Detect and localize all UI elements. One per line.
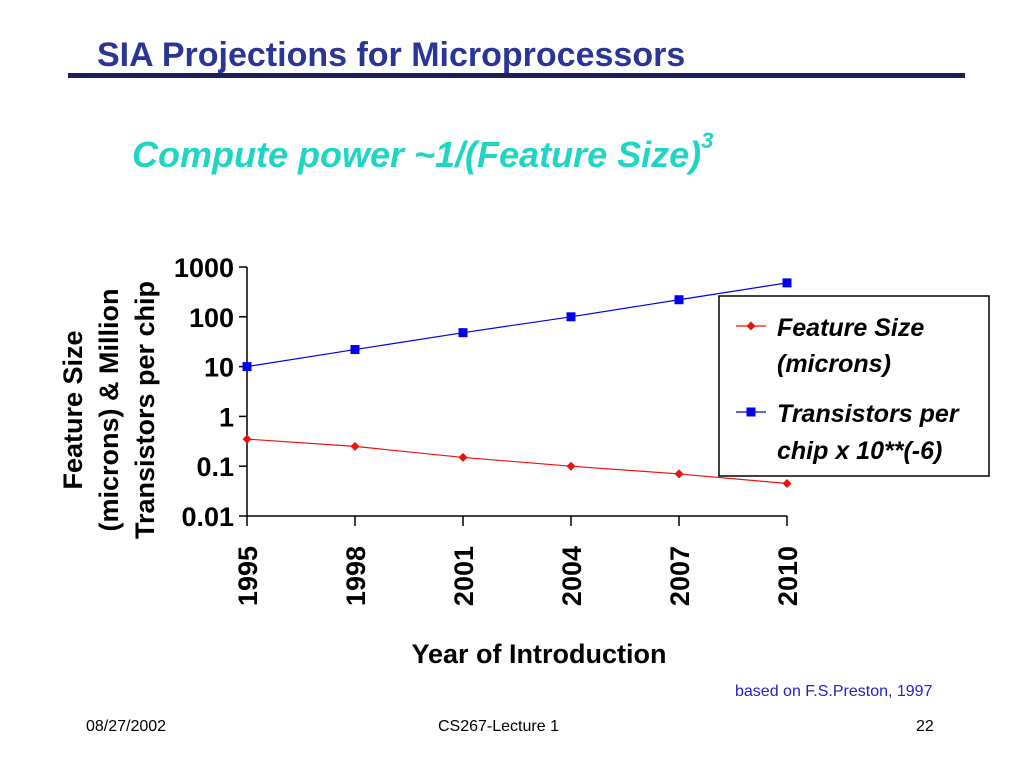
y-axis-label-line: Transistors per chip — [130, 281, 160, 539]
feature-size-point — [242, 434, 252, 444]
y-tick-label: 100 — [189, 303, 234, 333]
y-tick-label: 1000 — [174, 253, 234, 283]
slide-title: SIA Projections for Microprocessors — [97, 36, 686, 74]
y-axis-label-line: Feature Size — [58, 330, 88, 489]
x-tick-label: 2007 — [665, 546, 695, 606]
transistors-point — [350, 345, 360, 355]
feature-size-point — [350, 441, 360, 451]
y-tick-label: 0.01 — [181, 502, 234, 532]
footer-course: CS267-Lecture 1 — [438, 718, 559, 735]
footer-page-number: 22 — [916, 718, 934, 735]
x-tick-label: 2010 — [773, 546, 803, 606]
x-tick-label: 1995 — [233, 546, 263, 606]
feature-size-point — [566, 461, 576, 471]
source-credit: based on F.S.Preston, 1997 — [735, 683, 933, 700]
x-tick-label: 2001 — [449, 546, 479, 606]
legend-label-transistors: Transistors per — [777, 400, 960, 428]
feature-size-point — [782, 478, 792, 488]
x-tick-label: 2004 — [557, 546, 587, 606]
y-axis-label-line: (microns) & Million — [94, 289, 124, 532]
title-underline — [68, 73, 965, 78]
legend-marker-feature-size — [746, 321, 756, 331]
footer-date: 08/27/2002 — [86, 718, 167, 735]
legend-box — [718, 295, 990, 477]
legend-marker-transistors — [746, 407, 756, 417]
transistors-point — [674, 295, 684, 305]
legend-label-feature-size: Feature Size — [777, 314, 924, 342]
slide-subtitle: Compute power ~1/(Feature Size)3 — [132, 128, 713, 176]
feature-size-point — [674, 469, 684, 479]
x-axis-label: Year of Introduction — [411, 639, 666, 669]
feature-size-series-line — [246, 438, 788, 485]
feature-size-point — [458, 452, 468, 462]
transistors-point — [458, 328, 468, 338]
legend-label-feature-size: (microns) — [777, 350, 891, 378]
y-tick-label: 10 — [204, 353, 234, 383]
transistors-point — [242, 362, 252, 372]
subtitle-text: Compute power ~1/(Feature Size) — [132, 134, 702, 175]
subtitle-exponent: 3 — [701, 128, 714, 153]
y-tick-label: 1 — [219, 402, 234, 432]
transistors-point — [782, 278, 792, 288]
x-tick-label: 1998 — [341, 546, 371, 606]
y-tick-label: 0.1 — [196, 452, 234, 482]
transistors-point — [566, 312, 576, 322]
legend-label-transistors: chip x 10**(-6) — [777, 437, 942, 465]
transistors-series-line — [246, 282, 788, 368]
